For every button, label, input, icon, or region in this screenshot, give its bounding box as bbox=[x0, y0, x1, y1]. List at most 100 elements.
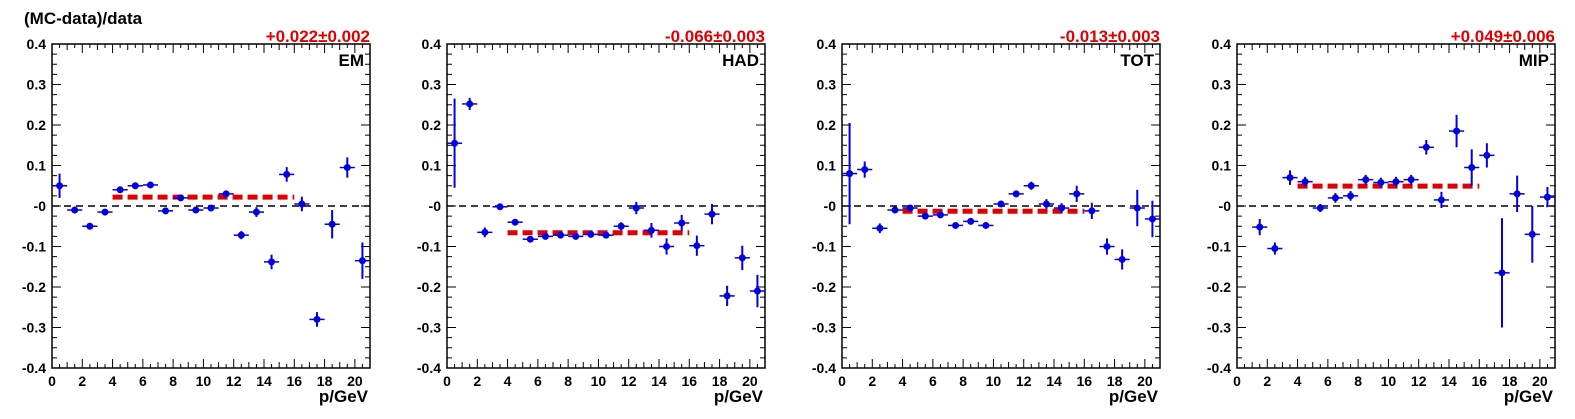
data-point bbox=[1343, 191, 1359, 201]
x-tick-label: 20 bbox=[1137, 373, 1153, 389]
x-tick-label: 0 bbox=[1233, 373, 1241, 389]
y-tick-label: -0.2 bbox=[22, 279, 46, 295]
data-marker bbox=[952, 221, 960, 229]
y-tick-label: -0.3 bbox=[22, 320, 46, 336]
data-marker bbox=[252, 208, 260, 216]
x-tick-label: 8 bbox=[1354, 373, 1362, 389]
data-marker bbox=[1316, 204, 1324, 212]
panel-label: EM bbox=[339, 51, 365, 70]
data-point bbox=[447, 98, 463, 188]
data-marker bbox=[313, 315, 321, 323]
data-point bbox=[583, 230, 599, 238]
y-tick-label: -0.1 bbox=[417, 239, 441, 255]
y-tick-label: -0.4 bbox=[812, 360, 836, 376]
data-point bbox=[887, 206, 903, 214]
y-tick-label: 0.4 bbox=[27, 36, 47, 52]
data-point bbox=[1084, 202, 1100, 219]
x-tick-label: 2 bbox=[78, 373, 86, 389]
data-point bbox=[1494, 218, 1510, 328]
data-point bbox=[568, 232, 584, 240]
figure-y-axis-title: (MC-data)/data bbox=[24, 9, 143, 28]
data-marker bbox=[1377, 179, 1385, 187]
fit-value-label: -0.013±0.003 bbox=[1060, 27, 1160, 46]
data-marker bbox=[101, 208, 109, 216]
panel-label: MIP bbox=[1519, 51, 1549, 70]
data-marker bbox=[846, 170, 854, 178]
data-point bbox=[628, 201, 644, 215]
data-point bbox=[112, 186, 128, 194]
data-marker bbox=[343, 164, 351, 172]
data-point bbox=[1297, 176, 1313, 187]
y-tick-label: 0.2 bbox=[27, 117, 47, 133]
x-tick-label: 18 bbox=[712, 373, 728, 389]
data-point bbox=[1327, 193, 1343, 203]
y-tick-label: 0.2 bbox=[1212, 117, 1232, 133]
data-marker bbox=[481, 228, 489, 236]
x-tick-label: 2 bbox=[1263, 373, 1271, 389]
y-tick-label: -0.3 bbox=[812, 320, 836, 336]
data-marker bbox=[1027, 182, 1035, 190]
data-marker bbox=[1256, 223, 1264, 231]
data-point bbox=[719, 285, 735, 307]
data-point bbox=[1403, 174, 1419, 185]
x-tick-label: 10 bbox=[196, 373, 212, 389]
panel-tot: -0.4 -0.3 -0.2 -0.1 -0 0.1 0.2 0.3 0.4 0 2 4 6 8 10 12 1… bbox=[812, 27, 1161, 406]
data-marker bbox=[541, 232, 549, 240]
data-point bbox=[127, 182, 143, 190]
y-tick-label: -0 bbox=[824, 198, 837, 214]
data-point bbox=[1069, 185, 1085, 202]
data-marker bbox=[283, 170, 291, 178]
x-tick-label: 4 bbox=[504, 373, 512, 389]
data-point bbox=[142, 181, 158, 189]
data-point bbox=[1023, 181, 1039, 190]
x-tick-label: 2 bbox=[868, 373, 876, 389]
data-point bbox=[507, 218, 523, 226]
y-tick-label: 0.1 bbox=[1212, 158, 1232, 174]
x-tick-label: 14 bbox=[256, 373, 272, 389]
data-marker bbox=[602, 231, 610, 239]
x-tick-label: 16 bbox=[681, 373, 697, 389]
data-marker bbox=[861, 166, 869, 174]
data-point bbox=[613, 222, 629, 231]
data-point bbox=[1099, 238, 1115, 255]
data-point bbox=[1479, 143, 1495, 168]
data-point bbox=[1524, 206, 1540, 263]
data-point bbox=[462, 97, 478, 111]
data-point bbox=[1038, 199, 1054, 209]
data-point bbox=[1282, 170, 1298, 185]
data-point bbox=[477, 227, 493, 238]
y-tick-label: -0.2 bbox=[812, 279, 836, 295]
data-marker bbox=[1042, 200, 1050, 208]
data-point bbox=[902, 204, 918, 212]
data-marker bbox=[328, 220, 336, 228]
data-point bbox=[1267, 242, 1283, 255]
y-tick-label: 0.2 bbox=[817, 117, 837, 133]
data-point bbox=[857, 161, 873, 178]
data-marker bbox=[1422, 143, 1430, 151]
x-tick-label: 14 bbox=[1441, 373, 1457, 389]
x-axis-title: p/GeV bbox=[1109, 387, 1159, 406]
data-marker bbox=[967, 217, 975, 225]
y-tick-label: 0.3 bbox=[422, 77, 442, 93]
data-marker bbox=[237, 231, 245, 239]
data-point bbox=[1129, 189, 1145, 227]
panel-em: -0.4 -0.3 -0.2 -0.1 -0 0.1 0.2 0.3 0.4 0 2 4 6 8 10 12 1… bbox=[22, 27, 371, 406]
x-tick-label: 12 bbox=[1016, 373, 1032, 389]
x-axis-title: p/GeV bbox=[1504, 387, 1554, 406]
panel-label: TOT bbox=[1120, 51, 1154, 70]
data-point bbox=[689, 235, 705, 256]
x-tick-label: 10 bbox=[986, 373, 1002, 389]
data-point bbox=[553, 231, 569, 239]
data-point bbox=[1312, 203, 1328, 213]
data-point bbox=[294, 196, 310, 212]
data-marker bbox=[876, 224, 884, 232]
x-tick-label: 0 bbox=[443, 373, 451, 389]
y-tick-label: -0.3 bbox=[1207, 320, 1231, 336]
data-marker bbox=[56, 182, 64, 190]
data-point bbox=[233, 231, 249, 240]
y-tick-label: 0.1 bbox=[422, 158, 442, 174]
data-point bbox=[173, 194, 189, 202]
data-marker bbox=[708, 210, 716, 218]
data-marker bbox=[1528, 230, 1536, 238]
data-marker bbox=[632, 204, 640, 212]
